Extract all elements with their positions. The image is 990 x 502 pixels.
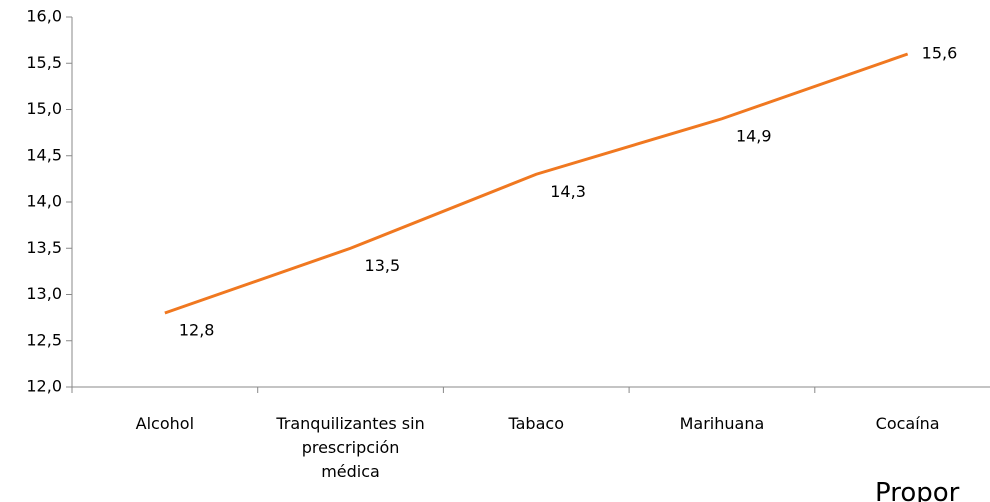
data-label: 12,8 xyxy=(179,321,215,340)
y-tick-label: 12,5 xyxy=(26,330,62,349)
y-tick-label: 13,0 xyxy=(26,284,62,303)
data-label: 13,5 xyxy=(365,256,401,275)
line xyxy=(164,52,909,315)
y-tick-label: 15,5 xyxy=(26,53,62,72)
x-tick-label: Cocaína xyxy=(875,414,940,433)
x-tick-label: Tabaco xyxy=(508,414,564,433)
y-tick-label: 14,5 xyxy=(26,145,62,164)
annotation: Propor xyxy=(875,478,960,502)
x-tick-label: Tranquilizantes sin prescripción médica xyxy=(276,414,425,481)
y-tick-label: 12,0 xyxy=(26,377,62,396)
y-tick-label: 13,5 xyxy=(26,238,62,257)
y-tick-label: 14,0 xyxy=(26,192,62,211)
x-tick-label: Marihuana xyxy=(679,414,765,433)
x-tick-label: Alcohol xyxy=(135,414,195,433)
data-label: 15,6 xyxy=(922,44,958,63)
data-label: 14,3 xyxy=(550,182,586,201)
y-tick-label: 15,0 xyxy=(26,99,62,118)
data-label: 14,9 xyxy=(736,126,772,145)
y-tick-label: 16,0 xyxy=(26,7,62,26)
